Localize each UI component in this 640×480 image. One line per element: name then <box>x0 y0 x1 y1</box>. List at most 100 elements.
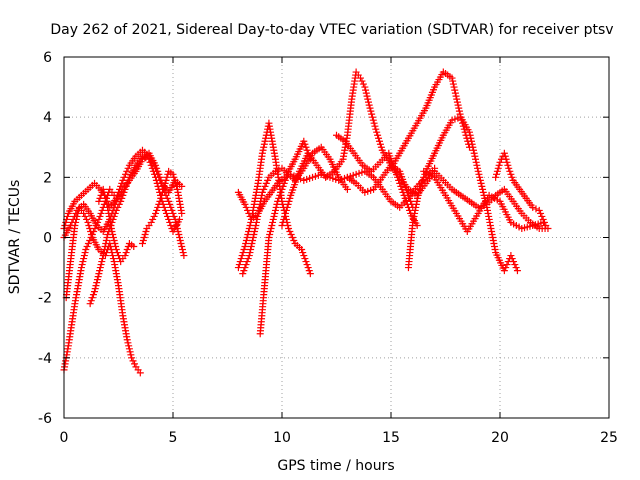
data-point-interp <box>115 252 122 260</box>
series-arc-9 <box>234 119 314 278</box>
data-point-interp <box>475 170 483 178</box>
data-point-interp <box>130 360 138 368</box>
data-point-interp <box>300 252 308 260</box>
y-tick-label: 0 <box>43 231 52 247</box>
data-point-interp <box>93 276 101 284</box>
data-point-interp <box>479 185 487 193</box>
data-point-interp <box>451 86 459 94</box>
data-point-interp <box>510 258 518 266</box>
data-point-interp <box>250 230 258 238</box>
data-point-interp <box>363 92 371 100</box>
data-point-interp <box>290 237 298 245</box>
data-point-interp <box>169 209 177 217</box>
x-tick-label: 5 <box>169 430 178 446</box>
data-point-interp <box>508 173 516 181</box>
data-point-interp <box>243 258 251 266</box>
data-point-interp <box>68 218 76 226</box>
data-point-interp <box>172 179 180 187</box>
data-point-interp <box>453 95 461 103</box>
data-point-interp <box>282 173 290 181</box>
data-point-interp <box>101 243 109 251</box>
data-point-interp <box>160 203 168 211</box>
data-point-interp <box>93 279 101 287</box>
data-point-interp <box>96 212 104 220</box>
data-point-interp <box>303 261 311 269</box>
data-point-interp <box>69 215 77 223</box>
data-point-interp <box>375 137 383 145</box>
data-point-interp <box>266 230 274 238</box>
data-point-interp <box>157 194 165 202</box>
data-point-interp <box>359 80 367 88</box>
data-point-interp <box>246 249 254 257</box>
data-point-interp <box>100 249 108 257</box>
data-point-interp <box>243 234 251 241</box>
data-point-interp <box>449 77 457 85</box>
data-point-interp <box>358 77 366 85</box>
data-point-interp <box>455 107 463 115</box>
data-point-interp <box>113 249 121 257</box>
data-point-interp <box>97 261 105 269</box>
data-point-interp <box>245 224 253 232</box>
data-point-interp <box>85 221 93 229</box>
data-point-interp <box>277 188 285 196</box>
data-point-interp <box>238 252 246 260</box>
data-point-interp <box>368 110 376 118</box>
data-point-interp <box>449 80 457 88</box>
data-point-interp <box>396 179 404 187</box>
data-point-interp <box>99 255 107 263</box>
data-point <box>160 182 168 190</box>
data-point-interp <box>79 258 87 266</box>
data-point-interp <box>301 255 309 263</box>
data-point-interp <box>80 255 88 263</box>
data-point <box>448 74 456 82</box>
data-point-interp <box>87 227 95 235</box>
data-point-interp <box>261 182 269 190</box>
x-tick-label: 10 <box>273 430 291 446</box>
data-point-interp <box>98 206 106 214</box>
x-tick-label: 20 <box>491 430 509 446</box>
data-point-interp <box>472 155 480 163</box>
data-point-interp <box>94 273 102 281</box>
chart-title: Day 262 of 2021, Sidereal Day-to-day VTE… <box>50 22 613 38</box>
data-point-interp <box>176 234 184 241</box>
data-point-interp <box>503 158 511 166</box>
data-point <box>95 215 103 223</box>
data-point-interp <box>495 161 503 169</box>
data-point-interp <box>142 154 150 162</box>
data-point-interp <box>119 191 127 199</box>
data-point-interp <box>245 227 253 235</box>
data-point-interp <box>124 339 132 347</box>
data-point-interp <box>418 179 426 187</box>
data-point-interp <box>163 194 171 202</box>
data-point-interp <box>83 215 91 223</box>
data-point <box>152 209 160 217</box>
series-arc-13 <box>333 131 421 229</box>
data-point <box>465 128 473 136</box>
data-point-interp <box>150 212 158 220</box>
data-point-interp <box>267 224 275 232</box>
data-point-interp <box>275 194 283 202</box>
data-point-interp <box>122 249 130 257</box>
data-point <box>91 288 99 296</box>
data-point-interp <box>161 206 169 214</box>
data-point-interp <box>129 357 137 365</box>
data-point-interp <box>239 249 247 257</box>
data-point-interp <box>502 155 510 163</box>
data-point <box>241 200 249 208</box>
data-point <box>365 101 373 109</box>
data-point <box>415 185 423 193</box>
x-axis-label: GPS time / hours <box>277 458 394 474</box>
data-point-interp <box>241 264 249 272</box>
data-point-interp <box>364 98 372 106</box>
data-point-interp <box>260 140 268 148</box>
data-point <box>95 270 103 278</box>
data-point-interp <box>83 243 91 251</box>
data-point-interp <box>416 182 424 190</box>
series-arc-17 <box>420 167 548 235</box>
data-point-interp <box>98 258 106 266</box>
data-point <box>99 252 107 260</box>
data-point-interp <box>467 137 475 145</box>
data-point <box>178 209 186 217</box>
data-point <box>496 158 504 166</box>
data-point <box>123 336 131 344</box>
